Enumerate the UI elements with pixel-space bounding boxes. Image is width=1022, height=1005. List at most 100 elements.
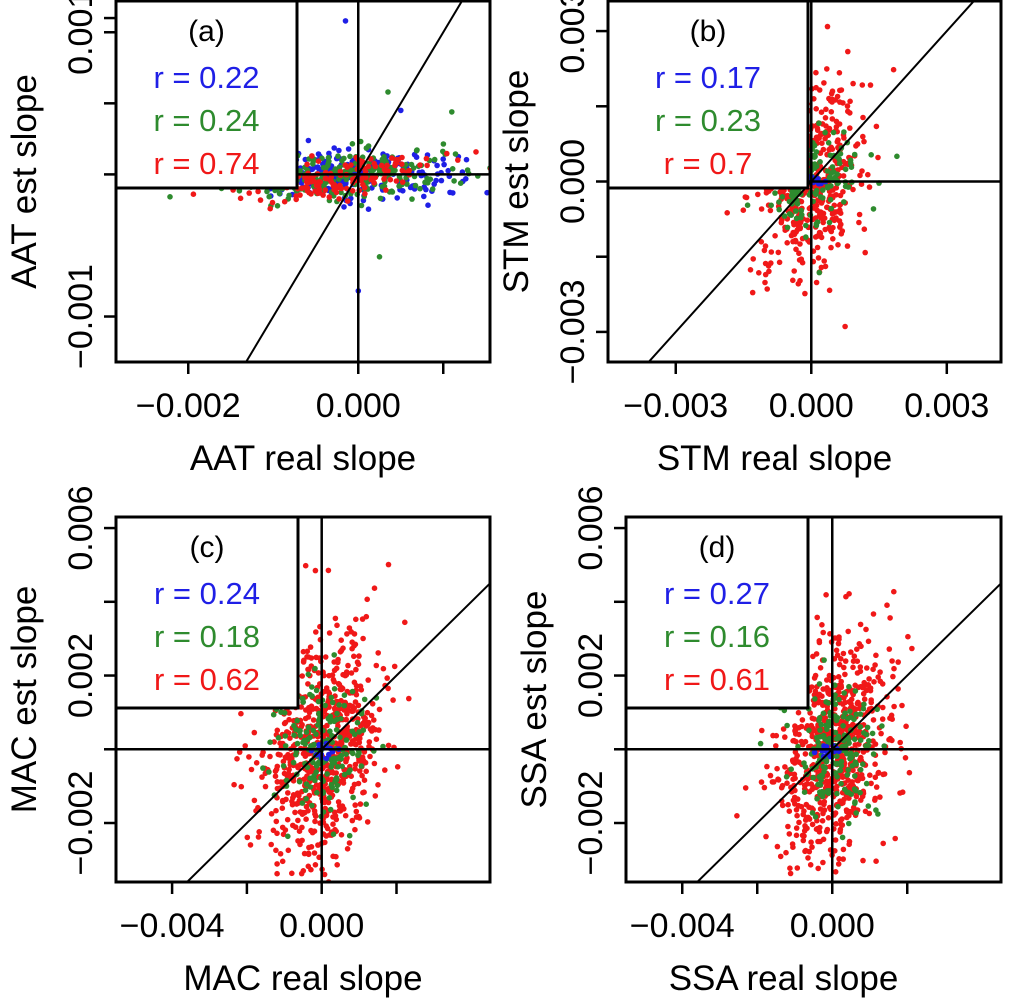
data-point	[820, 686, 826, 692]
data-point	[817, 782, 824, 788]
data-point	[341, 771, 348, 778]
data-point	[897, 739, 903, 746]
data-point	[809, 805, 815, 811]
data-point	[344, 711, 350, 717]
data-point	[279, 798, 286, 805]
data-point	[260, 765, 266, 771]
data-point	[333, 189, 340, 196]
data-point	[840, 846, 847, 853]
data-point	[795, 281, 802, 287]
data-point	[277, 851, 284, 857]
data-point	[384, 162, 390, 169]
data-point	[255, 188, 261, 195]
data-point	[865, 742, 872, 749]
data-point	[768, 249, 775, 255]
data-point	[909, 645, 915, 652]
data-point	[330, 770, 337, 776]
data-point	[303, 781, 310, 787]
data-point	[864, 665, 870, 671]
data-point	[793, 832, 800, 839]
data-point	[331, 718, 338, 725]
data-point	[392, 160, 399, 167]
data-point	[335, 764, 341, 770]
data-point	[352, 761, 359, 768]
data-point	[832, 701, 839, 708]
data-point	[826, 174, 833, 180]
data-point	[891, 703, 897, 710]
data-point	[322, 839, 328, 846]
data-point	[793, 215, 800, 222]
data-point	[873, 652, 879, 659]
data-point	[334, 782, 341, 789]
data-point	[859, 168, 865, 174]
data-point	[839, 228, 846, 234]
data-point	[833, 821, 839, 827]
data-point	[311, 178, 317, 185]
data-point	[280, 763, 287, 769]
data-point	[846, 820, 852, 827]
data-point	[825, 815, 832, 821]
data-point	[294, 717, 301, 724]
panel-tag: (c)	[190, 531, 225, 564]
data-point	[276, 190, 283, 197]
data-point	[375, 650, 382, 656]
data-point	[349, 785, 356, 792]
x-tick-label: −0.004	[630, 907, 735, 945]
r-label: r = 0.18	[154, 619, 260, 654]
data-point	[826, 224, 833, 231]
data-point	[289, 798, 295, 805]
data-point	[851, 736, 858, 743]
data-point	[343, 751, 349, 757]
data-point	[810, 774, 816, 781]
data-point	[282, 733, 289, 739]
data-point	[830, 169, 837, 175]
data-point	[846, 812, 852, 819]
data-point	[829, 88, 836, 94]
data-point	[798, 803, 805, 810]
data-point	[816, 120, 822, 126]
data-point	[309, 693, 315, 699]
data-point	[277, 740, 283, 746]
data-point	[836, 856, 842, 862]
data-point	[870, 738, 876, 744]
data-point	[307, 775, 313, 781]
data-point	[167, 194, 173, 200]
data-point	[776, 206, 782, 213]
data-point	[764, 286, 770, 292]
data-point	[870, 717, 877, 723]
data-point	[791, 268, 797, 274]
r-label: r = 0.7	[664, 146, 753, 181]
data-point	[796, 250, 802, 257]
data-point	[799, 212, 805, 218]
data-point	[431, 156, 438, 163]
data-point	[350, 794, 356, 801]
data-point	[362, 174, 369, 181]
data-point	[831, 217, 838, 224]
data-point	[836, 218, 843, 224]
data-point	[796, 759, 802, 765]
data-point	[820, 859, 826, 866]
data-point	[440, 141, 447, 147]
data-point	[313, 654, 320, 661]
data-point	[813, 279, 820, 286]
data-point	[877, 669, 883, 675]
data-point	[816, 135, 822, 141]
data-point	[330, 831, 337, 837]
data-point	[413, 147, 420, 154]
data-point	[268, 841, 275, 848]
data-point	[841, 129, 847, 135]
data-point	[817, 791, 823, 797]
data-point	[857, 664, 864, 670]
data-point	[844, 772, 851, 778]
data-point	[865, 171, 871, 178]
data-point	[836, 156, 842, 162]
data-point	[360, 720, 366, 727]
data-point	[402, 619, 408, 626]
data-point	[821, 657, 827, 663]
data-point	[841, 664, 847, 671]
data-point	[297, 841, 303, 848]
data-point	[791, 771, 798, 778]
data-point	[826, 672, 833, 679]
data-point	[801, 833, 807, 839]
data-point	[327, 806, 334, 813]
